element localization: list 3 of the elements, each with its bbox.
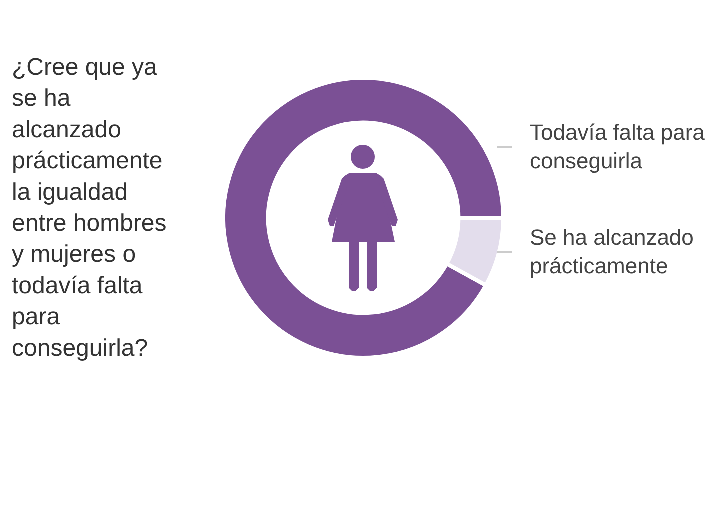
slice-label: Todavía falta para conseguirla xyxy=(530,120,706,174)
chart-title: ¿Cree que ya se ha alcanzado prácticamente la igualdad entre hombres y mujeres o todavía falta para conseguirla? xyxy=(12,54,167,362)
slice-label: Se ha alcanzado prácticamente xyxy=(530,225,694,279)
